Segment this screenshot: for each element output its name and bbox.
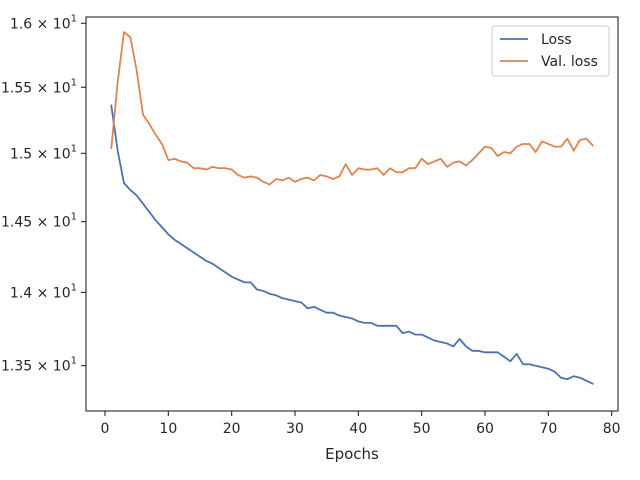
x-tick-label: 0 [101,421,110,437]
tick-marks: 0 10 20 30 40 50 60 70 80 1.35 × 101 1.4 × 101 1.45… [1,13,621,437]
x-tick-label: 60 [476,421,494,437]
x-tick-label: 40 [349,421,367,437]
x-tick-label: 20 [223,421,241,437]
y-tick-label: 1.55 × 101 [1,77,77,96]
x-tick-label: 10 [159,421,177,437]
legend-entry: Loss [541,32,572,48]
y-tick-label: 1.35 × 101 [1,356,77,375]
legend: Loss Val. loss [491,25,610,77]
x-tick-label: 70 [539,421,557,437]
y-tick-label: 1.4 × 101 [10,282,77,301]
x-tick-label: 50 [413,421,431,437]
y-tick-label: 1.5 × 101 [10,143,77,162]
legend-entry: Val. loss [541,54,598,70]
x-tick-label: 80 [603,421,621,437]
series-line-loss [110,104,594,385]
series-line-val-loss [110,31,594,186]
axes [85,16,619,412]
y-tick-label: 1.45 × 101 [1,212,77,231]
x-tick-label: 30 [286,421,304,437]
series-lines [110,31,594,385]
x-axis-label: Epochs [325,445,379,463]
y-tick-label: 1.6 × 101 [10,13,77,32]
axes-frame [85,16,619,412]
